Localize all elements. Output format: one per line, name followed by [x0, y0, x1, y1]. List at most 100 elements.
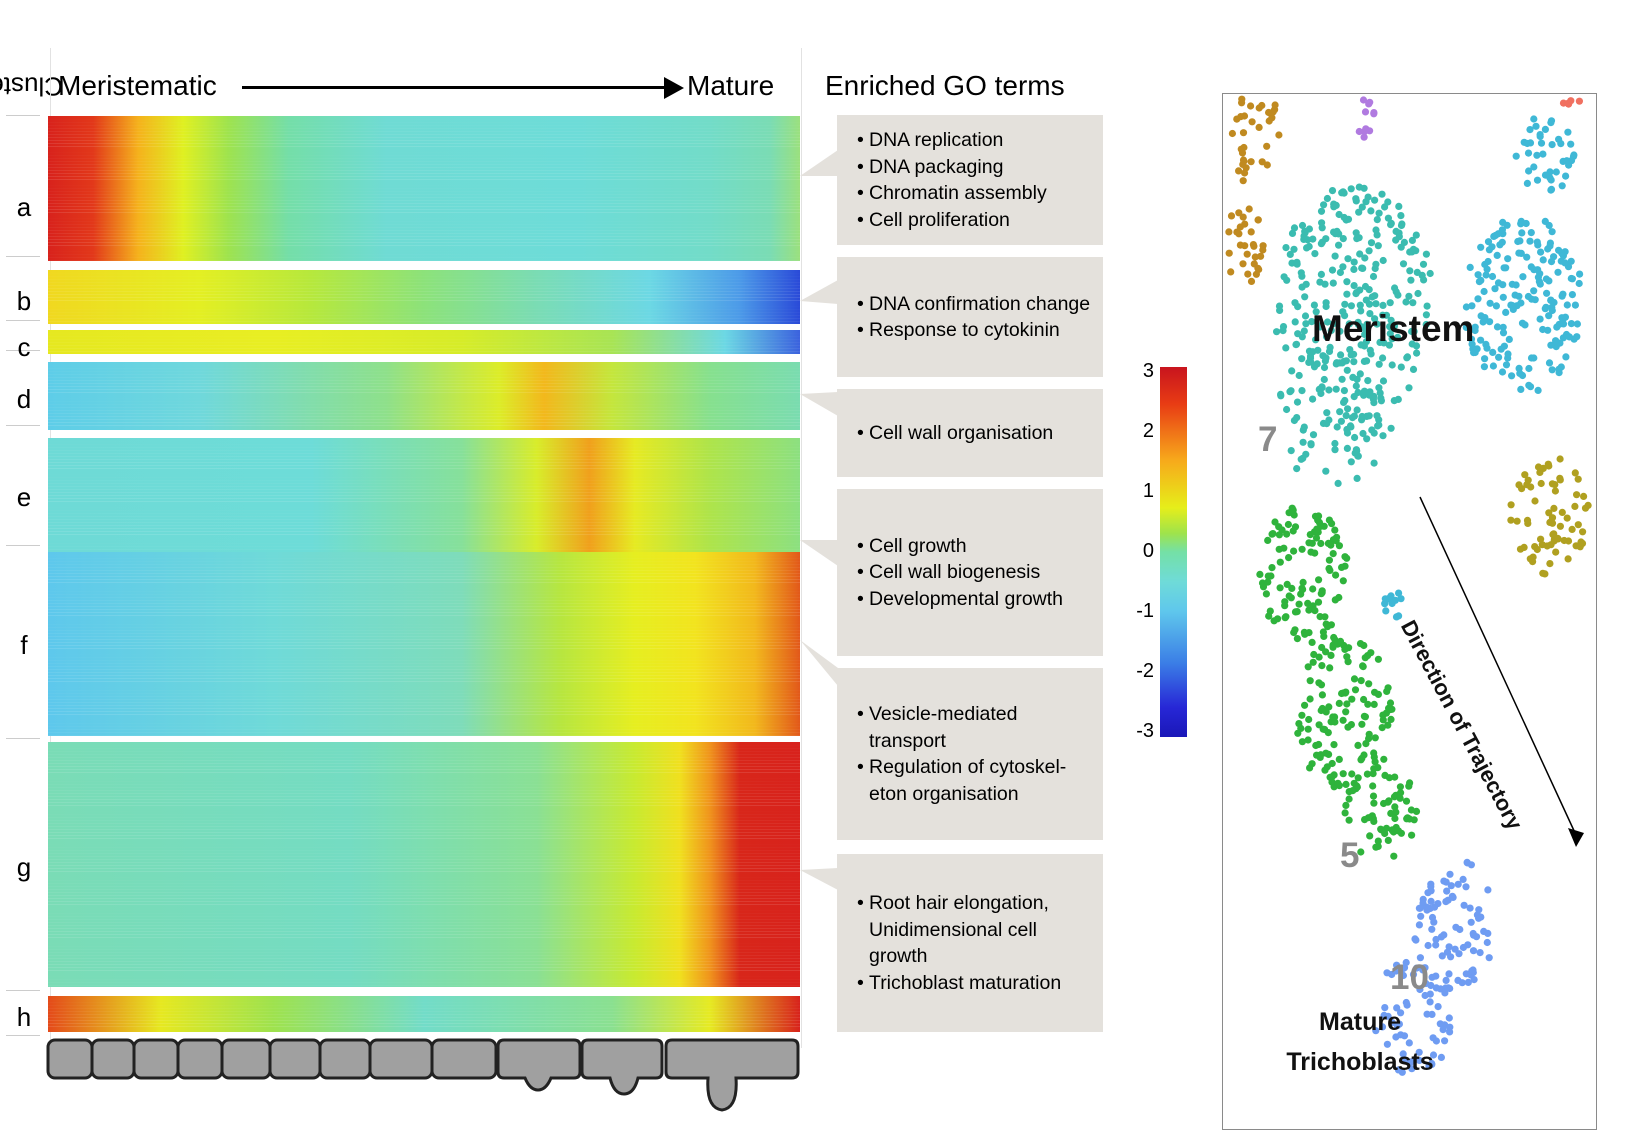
umap-point: [1324, 623, 1332, 631]
umap-point: [1382, 607, 1390, 615]
umap-point: [1382, 311, 1391, 319]
heatmap-streak: [48, 419, 800, 420]
umap-point: [1350, 282, 1358, 290]
go-term: Cell growth: [857, 533, 1097, 560]
umap-point: [1273, 328, 1281, 336]
umap-point: [1262, 590, 1270, 598]
heatmap-streak: [48, 149, 800, 150]
umap-point: [1547, 185, 1556, 193]
heatmap-streak: [48, 976, 800, 977]
umap-point: [1500, 264, 1508, 272]
umap-point: [1356, 370, 1364, 378]
umap-point: [1400, 238, 1408, 246]
umap-point: [1323, 194, 1331, 203]
umap-point: [1317, 240, 1325, 248]
umap-point: [1309, 658, 1317, 666]
heatmap-streak: [48, 507, 800, 508]
umap-point: [1227, 268, 1235, 276]
umap-point: [1301, 701, 1309, 709]
umap-point: [1291, 608, 1300, 616]
umap-point: [1318, 662, 1326, 670]
cluster-separator: [6, 350, 40, 351]
heatmap-streak: [48, 636, 800, 637]
umap-point: [1518, 229, 1526, 237]
umap-point: [1357, 307, 1365, 315]
umap-point: [1315, 512, 1323, 520]
umap-point: [1492, 302, 1500, 310]
umap-point: [1430, 918, 1438, 926]
heatmap-streak: [48, 952, 800, 953]
umap-point: [1370, 799, 1378, 807]
go-term: DNA replication: [857, 127, 1097, 154]
heatmap-streak: [48, 131, 800, 132]
umap-point: [1548, 480, 1556, 488]
go-box-e: Cell growth Cell wall biogenesis Develop…: [837, 489, 1103, 656]
heatmap-streak: [48, 805, 800, 806]
heatmap-streak: [48, 832, 800, 833]
umap-point: [1427, 887, 1435, 895]
umap-point: [1432, 984, 1440, 992]
heatmap-streak: [48, 315, 800, 316]
umap-point: [1493, 323, 1502, 331]
umap-point: [1468, 302, 1476, 310]
umap-point: [1354, 452, 1362, 460]
umap-point: [1498, 226, 1506, 234]
umap-point: [1318, 219, 1326, 227]
pointer-wedge: [800, 280, 838, 304]
go-term: Cell proliferation: [857, 207, 1097, 234]
umap-point: [1462, 323, 1470, 331]
umap-point: [1373, 216, 1381, 224]
pointer-wedge: [800, 150, 838, 176]
heatmap-streak: [48, 630, 800, 631]
heatmap-streak: [48, 1026, 800, 1027]
umap-point: [1552, 548, 1560, 556]
umap-point: [1395, 202, 1403, 210]
umap-point: [1342, 708, 1350, 716]
umap-point: [1356, 250, 1364, 258]
umap-point: [1476, 949, 1484, 957]
umap-point: [1275, 131, 1283, 139]
umap-point: [1339, 770, 1347, 778]
umap-point: [1426, 998, 1434, 1006]
heatmap-streak: [48, 775, 800, 776]
umap-point: [1467, 335, 1476, 343]
umap-point: [1548, 366, 1556, 374]
umap-point: [1372, 1027, 1380, 1035]
umap-point: [1357, 341, 1365, 349]
go-term: Trichoblast maturation: [857, 970, 1097, 997]
umap-point: [1539, 256, 1547, 264]
umap-point: [1360, 387, 1369, 395]
umap-point: [1300, 327, 1308, 335]
umap-point: [1365, 247, 1373, 255]
umap-point: [1523, 179, 1531, 187]
heatmap-streak: [48, 465, 800, 466]
umap-point: [1359, 662, 1367, 670]
heatmap-streak: [48, 642, 800, 643]
umap-point: [1439, 1026, 1447, 1034]
umap-point: [1298, 355, 1306, 363]
umap-point: [1343, 653, 1351, 661]
umap-point: [1412, 231, 1420, 239]
umap-point: [1300, 232, 1308, 240]
heatmap-streak: [48, 552, 800, 553]
umap-point: [1454, 880, 1462, 888]
umap-point: [1343, 366, 1351, 374]
heatmap-streak: [48, 425, 800, 426]
umap-point: [1331, 446, 1339, 454]
umap-point: [1470, 931, 1478, 939]
umap-point: [1352, 382, 1360, 390]
umap-point: [1491, 285, 1499, 293]
heatmap-streak: [48, 760, 800, 761]
heatmap-streak: [48, 185, 800, 186]
umap-point: [1280, 544, 1288, 552]
go-term: Response to cytokinin: [857, 317, 1097, 344]
heatmap-streak: [48, 152, 800, 153]
umap-point: [1344, 723, 1352, 731]
umap-point: [1561, 259, 1569, 267]
umap-point: [1295, 600, 1303, 608]
umap-point: [1293, 398, 1302, 406]
heatmap-streak: [48, 862, 800, 863]
umap-point: [1462, 883, 1470, 891]
heatmap-streak: [48, 657, 800, 658]
umap-point: [1236, 223, 1244, 231]
